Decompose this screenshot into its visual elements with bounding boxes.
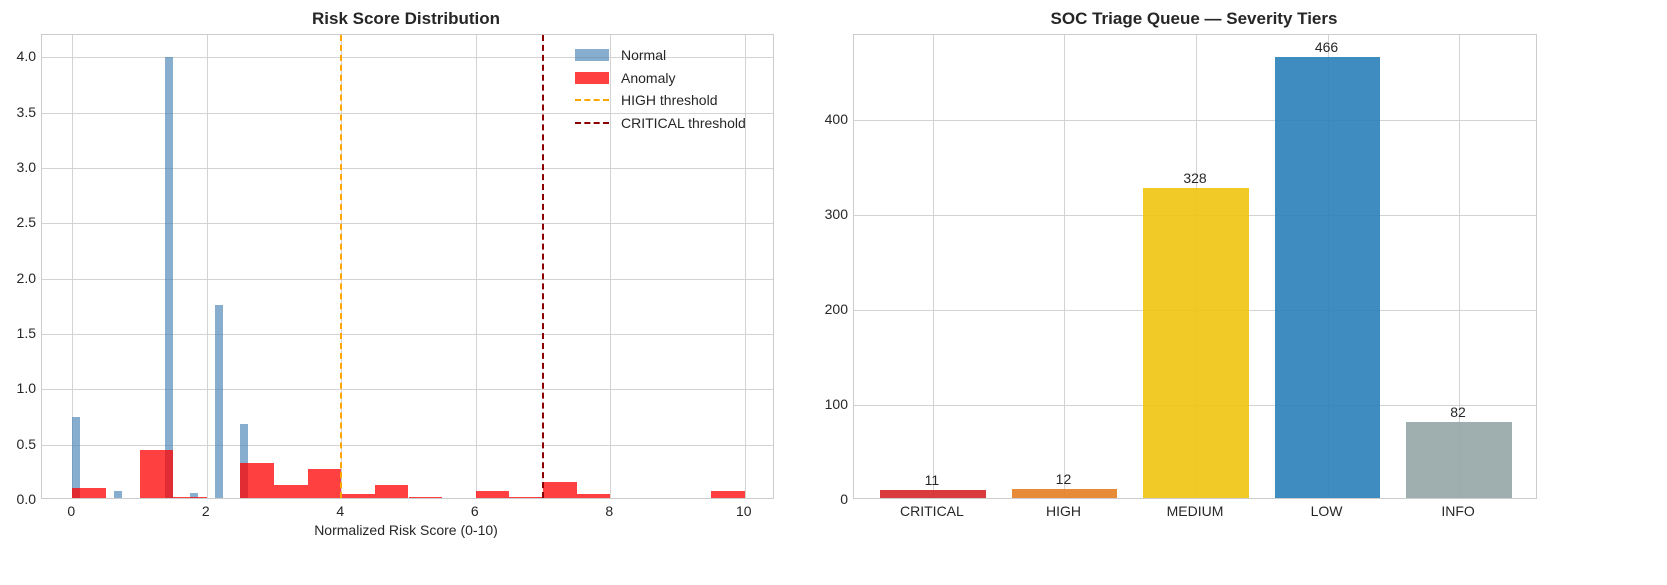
anomaly-histogram-bar bbox=[274, 484, 308, 498]
anomaly-histogram-bar bbox=[139, 450, 174, 498]
normal-histogram-bar bbox=[214, 305, 223, 498]
legend-line bbox=[575, 121, 609, 124]
y-gridline bbox=[42, 333, 773, 335]
x-gridline bbox=[610, 35, 612, 498]
medium-count-label: 328 bbox=[1183, 170, 1207, 187]
y-tick-label: 3.0 bbox=[16, 158, 36, 175]
y-gridline bbox=[854, 119, 1536, 121]
x-tick-label: 8 bbox=[605, 503, 614, 519]
anomaly-histogram-bar bbox=[374, 484, 409, 498]
high-bar bbox=[1011, 488, 1118, 498]
anomaly-histogram-bar bbox=[475, 491, 510, 498]
y-tick-label: 4.0 bbox=[16, 48, 36, 65]
x-gridline bbox=[1459, 35, 1461, 498]
anomaly-histogram-bar bbox=[341, 494, 375, 498]
triage-queue-title: SOC Triage Queue — Severity Tiers bbox=[1050, 9, 1338, 28]
y-gridline bbox=[42, 278, 773, 280]
normal-histogram-bar bbox=[113, 491, 123, 498]
category-label-medium: MEDIUM bbox=[1166, 503, 1224, 519]
y-gridline bbox=[42, 389, 773, 391]
y-gridline bbox=[42, 444, 773, 446]
category-label-info: INFO bbox=[1441, 503, 1475, 519]
y-tick-label: 2.0 bbox=[16, 269, 36, 286]
x-gridline bbox=[206, 35, 208, 498]
anomaly-histogram-bar bbox=[408, 496, 443, 498]
critical-threshold-line bbox=[541, 35, 544, 498]
y-tick-label: 200 bbox=[824, 300, 848, 317]
y-tick-label: 2.5 bbox=[16, 214, 36, 231]
y-tick-label: 300 bbox=[824, 205, 848, 222]
legend-swatch bbox=[575, 49, 609, 62]
legend-label: Anomaly bbox=[621, 69, 676, 86]
x-gridline bbox=[744, 35, 746, 498]
y-tick-label: 0 bbox=[840, 491, 848, 507]
legend-item-high-threshold: HIGH threshold bbox=[575, 89, 746, 112]
anomaly-histogram-bar bbox=[72, 487, 106, 498]
low-count-label: 466 bbox=[1314, 38, 1339, 55]
info-count-label: 82 bbox=[1450, 404, 1466, 421]
x-tick-label: 6 bbox=[470, 503, 479, 519]
triage-queue-panel: SOC Triage Queue — Severity Tiers 0 100 20… bbox=[820, 0, 1667, 585]
legend-swatch bbox=[575, 71, 609, 84]
legend-line bbox=[575, 99, 609, 102]
legend-label: Normal bbox=[621, 47, 667, 64]
anomaly-histogram-bar bbox=[173, 496, 207, 498]
y-tick-label: 400 bbox=[824, 110, 848, 127]
y-gridline bbox=[42, 57, 773, 59]
risk-score-title: Risk Score Distribution bbox=[312, 9, 500, 28]
category-label-critical: CRITICAL bbox=[900, 503, 964, 519]
low-bar bbox=[1274, 56, 1381, 498]
y-gridline bbox=[42, 223, 773, 225]
high-count-label: 12 bbox=[1055, 470, 1072, 487]
y-tick-label: 1.0 bbox=[16, 380, 36, 397]
y-tick-label: 3.5 bbox=[16, 103, 36, 120]
anomaly-histogram-bar bbox=[576, 494, 611, 498]
x-tick-label: 0 bbox=[67, 503, 76, 519]
critical-count-label: 11 bbox=[924, 471, 940, 488]
risk-score-legend: Normal Anomaly HIGH threshold CRITICAL thre… bbox=[575, 44, 746, 134]
y-gridline bbox=[42, 112, 773, 114]
legend-item-anomaly: Anomaly bbox=[575, 67, 746, 90]
normal-histogram-bar bbox=[72, 416, 81, 498]
normal-histogram-bar bbox=[189, 493, 198, 498]
x-gridline bbox=[1064, 35, 1066, 498]
x-gridline bbox=[932, 35, 934, 498]
risk-score-plot-area bbox=[41, 34, 774, 499]
normal-histogram-bar bbox=[165, 57, 174, 498]
high-threshold-line bbox=[340, 35, 343, 498]
legend-item-critical-threshold: CRITICAL threshold bbox=[575, 112, 746, 135]
anomaly-histogram-bar bbox=[240, 463, 274, 498]
x-tick-label: 4 bbox=[336, 503, 345, 519]
legend-item-normal: Normal bbox=[575, 44, 746, 67]
y-tick-label: 0.5 bbox=[16, 435, 36, 452]
y-tick-label: 1.5 bbox=[16, 324, 36, 341]
anomaly-histogram-bar bbox=[542, 482, 577, 498]
risk-score-x-label: Normalized Risk Score (0-10) bbox=[314, 522, 498, 538]
legend-label: CRITICAL threshold bbox=[621, 114, 746, 131]
anomaly-histogram-bar bbox=[509, 496, 543, 498]
x-gridline bbox=[475, 35, 477, 498]
y-gridline bbox=[42, 167, 773, 169]
info-bar bbox=[1406, 422, 1512, 498]
y-tick-label: 0.0 bbox=[16, 491, 36, 507]
anomaly-histogram-bar bbox=[711, 491, 745, 498]
normal-histogram-bar bbox=[240, 423, 249, 498]
critical-bar bbox=[880, 489, 986, 498]
x-tick-label: 2 bbox=[201, 503, 210, 519]
category-label-high: HIGH bbox=[1045, 503, 1081, 519]
medium-bar bbox=[1143, 188, 1249, 498]
triage-queue-plot-area bbox=[853, 34, 1537, 499]
y-tick-label: 100 bbox=[824, 395, 848, 412]
risk-score-panel: Risk Score Distribution Normalized Risk … bbox=[0, 0, 820, 585]
x-gridline bbox=[72, 35, 74, 498]
legend-label: HIGH threshold bbox=[621, 92, 718, 109]
anomaly-histogram-bar bbox=[307, 469, 342, 498]
x-tick-label: 10 bbox=[735, 503, 752, 519]
category-label-low: LOW bbox=[1310, 503, 1343, 519]
